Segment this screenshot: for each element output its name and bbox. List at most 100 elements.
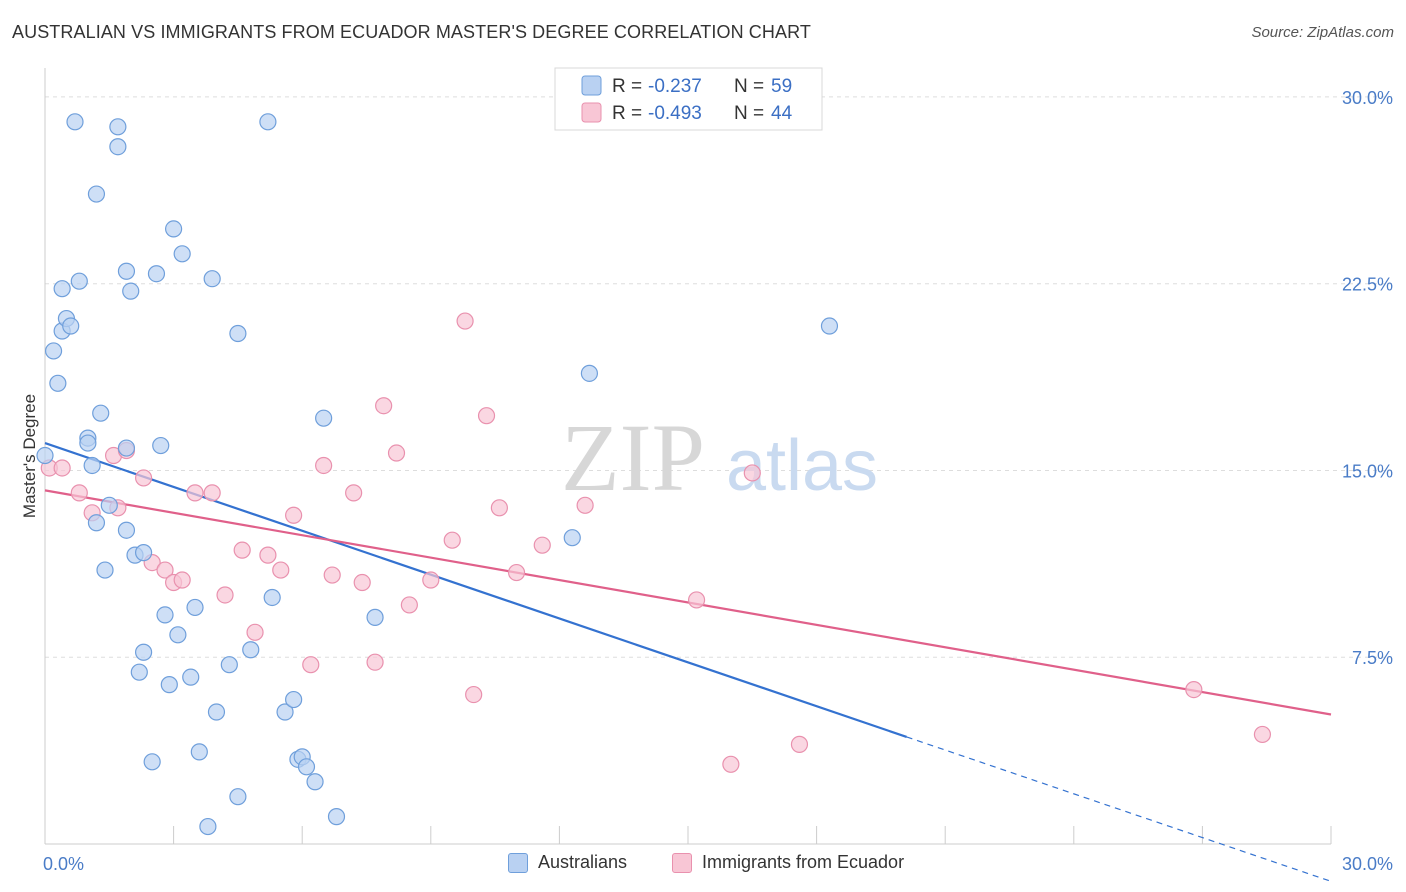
legend-r-label-1: R = bbox=[612, 76, 642, 97]
australian-point-1 bbox=[44, 342, 63, 360]
australian-point-46 bbox=[263, 588, 281, 607]
australian-point-2 bbox=[49, 374, 67, 392]
y-tick-labels: 7.5% 15.0% 22.5% 30.0% bbox=[1342, 88, 1393, 668]
ecuador-point-1 bbox=[53, 459, 71, 477]
ecuador-point-34 bbox=[490, 499, 508, 517]
australian-trend-extension bbox=[906, 736, 1332, 882]
y-tick-label-2: 22.5% bbox=[1342, 275, 1393, 295]
australian-point-31 bbox=[160, 676, 178, 694]
ecuador-point-12 bbox=[186, 484, 204, 502]
australian-point-13 bbox=[87, 185, 106, 203]
legend-label-ecuador: Immigrants from Ecuador bbox=[702, 852, 905, 872]
ecuador-point-28 bbox=[400, 596, 418, 614]
grid-lines bbox=[45, 96, 1392, 658]
australian-point-16 bbox=[100, 496, 118, 514]
australian-point-45 bbox=[259, 113, 277, 131]
ecuador-point-19 bbox=[285, 506, 303, 524]
australian-point-52 bbox=[306, 773, 324, 791]
legend-swatch-australians-bottom bbox=[508, 852, 528, 873]
legend-swatch-ecuador-bottom bbox=[672, 852, 692, 873]
x-tick-label-1: 30.0% bbox=[1342, 854, 1393, 874]
watermark: ZIP atlas bbox=[561, 404, 878, 511]
legend-item-ecuador: Immigrants from Ecuador bbox=[672, 852, 904, 873]
legend-r-value-2: -0.493 bbox=[648, 103, 702, 124]
ecuador-point-13 bbox=[203, 484, 221, 502]
legend-r-label-2: R = bbox=[612, 103, 642, 124]
australian-point-15 bbox=[96, 561, 114, 579]
australian-point-26 bbox=[134, 643, 153, 661]
australian-point-7 bbox=[66, 113, 84, 131]
stats-legend: R = -0.237 N = 59 R = -0.493 N = 44 bbox=[554, 67, 823, 131]
legend-n-label-1: N = bbox=[734, 76, 764, 97]
australian-point-0 bbox=[36, 446, 54, 465]
ecuador-point-26 bbox=[375, 397, 393, 415]
australian-point-34 bbox=[173, 245, 191, 263]
australian-point-17 bbox=[109, 138, 127, 156]
ecuador-point-29 bbox=[422, 571, 440, 589]
ecuador-point-32 bbox=[465, 685, 483, 704]
australian-point-56 bbox=[563, 529, 581, 547]
y-tick-label-0: 7.5% bbox=[1352, 648, 1393, 668]
legend-n-label-2: N = bbox=[734, 103, 764, 124]
ecuador-trend-line bbox=[44, 489, 1332, 716]
ecuador-point-40 bbox=[743, 464, 761, 482]
ecuador-point-39 bbox=[722, 755, 740, 773]
ecuador-point-2 bbox=[70, 484, 88, 502]
ecuador-points bbox=[40, 312, 1272, 773]
australian-point-51 bbox=[297, 758, 316, 776]
australian-point-32 bbox=[165, 220, 183, 238]
australian-point-40 bbox=[207, 703, 226, 721]
ecuador-point-25 bbox=[366, 653, 384, 671]
australian-point-54 bbox=[327, 808, 346, 826]
australian-point-30 bbox=[156, 606, 174, 624]
ecuador-point-35 bbox=[507, 563, 526, 582]
x-tick-label-0: 0.0% bbox=[43, 854, 84, 874]
australian-points bbox=[36, 113, 839, 836]
legend-label-australians: Australians bbox=[538, 852, 628, 872]
y-tick-label-3: 30.0% bbox=[1342, 88, 1393, 108]
ecuador-point-17 bbox=[259, 546, 277, 564]
ecuador-point-14 bbox=[216, 586, 234, 604]
legend-swatch-ecuador bbox=[581, 102, 602, 123]
ecuador-point-18 bbox=[272, 561, 290, 579]
ecuador-point-15 bbox=[233, 541, 251, 559]
australian-point-27 bbox=[143, 753, 161, 771]
legend-n-value-1: 59 bbox=[771, 76, 792, 97]
australian-point-25 bbox=[134, 544, 153, 562]
ecuador-point-38 bbox=[687, 591, 706, 609]
legend-r-value-1: -0.237 bbox=[648, 76, 702, 97]
ecuador-point-42 bbox=[1185, 681, 1203, 699]
ecuador-point-9 bbox=[156, 561, 174, 579]
ecuador-point-37 bbox=[576, 496, 594, 514]
ecuador-point-22 bbox=[323, 566, 341, 584]
australian-point-44 bbox=[242, 641, 260, 659]
australian-point-43 bbox=[229, 788, 247, 806]
australian-point-18 bbox=[109, 118, 127, 136]
australian-point-14 bbox=[92, 404, 110, 422]
australian-point-53 bbox=[315, 409, 333, 427]
ecuador-point-7 bbox=[134, 469, 153, 487]
australian-point-39 bbox=[203, 270, 221, 288]
australian-point-22 bbox=[122, 282, 140, 300]
australian-point-8 bbox=[70, 272, 88, 290]
source-label: Source: ZipAtlas.com bbox=[1251, 24, 1394, 41]
chart-title: AUSTRALIAN VS IMMIGRANTS FROM ECUADOR MA… bbox=[12, 22, 811, 42]
australian-point-3 bbox=[53, 280, 71, 298]
ecuador-point-20 bbox=[302, 656, 320, 674]
watermark-zip: ZIP bbox=[561, 404, 705, 511]
ecuador-point-43 bbox=[1253, 725, 1272, 744]
ecuador-point-33 bbox=[477, 407, 496, 425]
australian-point-10 bbox=[79, 434, 97, 452]
australian-point-29 bbox=[152, 436, 170, 455]
legend-swatch-australians bbox=[581, 75, 602, 96]
australian-point-42 bbox=[229, 324, 247, 343]
y-tick-label-1: 15.0% bbox=[1342, 461, 1393, 481]
australian-point-6 bbox=[62, 317, 80, 335]
australian-point-28 bbox=[147, 265, 166, 283]
australian-point-24 bbox=[130, 663, 148, 681]
ecuador-point-21 bbox=[315, 456, 333, 475]
legend-n-value-2: 44 bbox=[771, 103, 793, 124]
australian-point-21 bbox=[117, 439, 136, 457]
australian-point-35 bbox=[182, 668, 200, 686]
